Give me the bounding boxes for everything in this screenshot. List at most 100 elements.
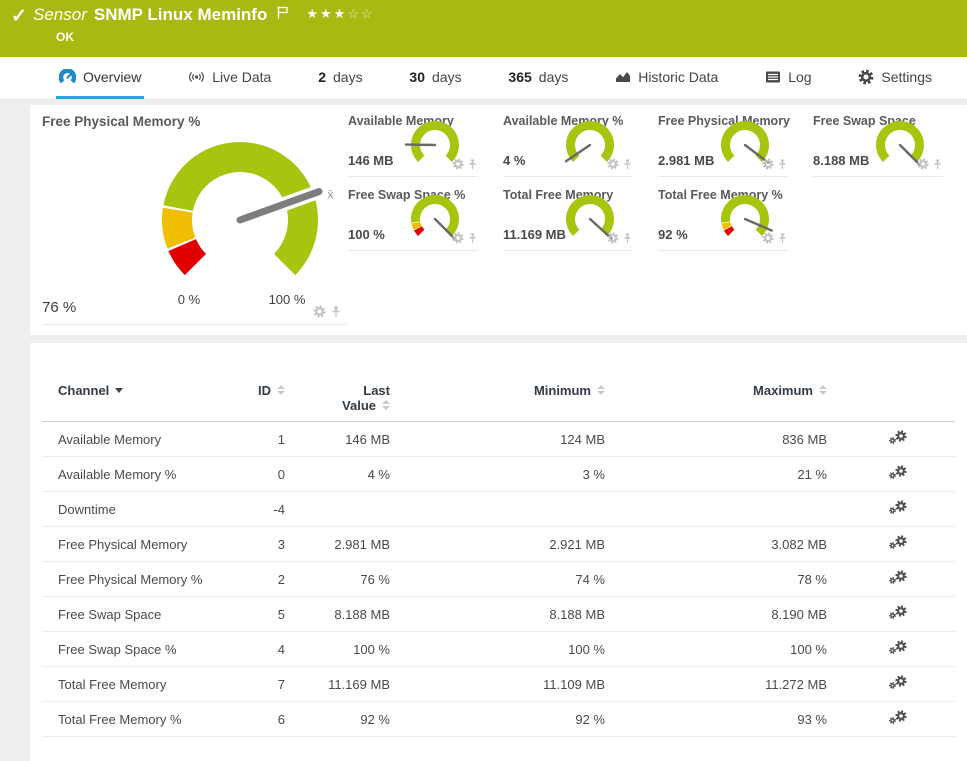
favorite-flag-icon[interactable] (277, 6, 289, 24)
svg-text:x̄: x̄ (327, 187, 333, 201)
pin-icon[interactable] (777, 232, 788, 244)
channel-settings-icon[interactable] (889, 534, 907, 551)
pin-icon[interactable] (467, 158, 478, 170)
column-header-channel[interactable]: Channel (42, 383, 227, 398)
table-row: Downtime -4 (42, 492, 955, 527)
gear-icon[interactable] (607, 232, 619, 244)
channel-settings-icon[interactable] (889, 639, 907, 656)
gauge-tile-value: 11.169 MB (503, 227, 566, 242)
primary-gauge-title: Free Physical Memory % (42, 114, 201, 129)
channel-minimum: 2.921 MB (549, 536, 605, 552)
priority-stars[interactable]: ★★★☆☆ (306, 6, 374, 22)
tab-live-data[interactable]: Live Data (185, 57, 274, 99)
tab-365-days[interactable]: 365 days (505, 57, 571, 99)
pin-icon[interactable] (330, 306, 342, 318)
channel-maximum: 11.272 MB (765, 676, 827, 692)
gauges-panel: Free Physical Memory % x̄ 0 % 100 % 76 %… (30, 105, 967, 335)
column-header-last-value[interactable]: Last Value (285, 383, 390, 413)
dropdown-caret-icon (115, 388, 124, 393)
channel-name[interactable]: Available Memory % (58, 466, 177, 482)
sort-icon[interactable] (597, 385, 605, 395)
channel-minimum: 92 % (575, 711, 605, 727)
channel-maximum: 21 % (797, 466, 827, 482)
channel-last-value: 92 % (360, 711, 390, 727)
pin-icon[interactable] (932, 158, 943, 170)
tab-settings[interactable]: Settings (855, 57, 935, 99)
sort-icon[interactable] (819, 385, 827, 395)
gauge-chart (876, 121, 924, 167)
gauge-scale-min: 0 % (177, 292, 201, 307)
channel-maximum: 78 % (797, 571, 827, 587)
gauge-tile: Available Memory 146 MB (348, 108, 478, 177)
gear-icon[interactable] (762, 158, 774, 170)
gauge-tile: Total Free Memory 11.169 MB (503, 182, 633, 251)
stars-filled: ★★★ (306, 6, 348, 21)
channel-name[interactable]: Total Free Memory % (58, 711, 182, 727)
channel-last-value: 2.981 MB (334, 536, 390, 552)
channel-id: 5 (277, 606, 285, 622)
column-label: Value (342, 398, 376, 413)
tab-30-days[interactable]: 30 days (406, 57, 464, 99)
channel-settings-icon[interactable] (889, 464, 907, 481)
channel-last-value: 11.169 MB (328, 676, 390, 692)
primary-gauge-value: 76 % (42, 299, 77, 316)
column-header-id[interactable]: ID (227, 383, 285, 398)
pin-icon[interactable] (622, 232, 633, 244)
channel-table: Channel ID Last Value Minimum Maximum Av… (30, 343, 967, 761)
primary-gauge-tile: Free Physical Memory % x̄ 0 % 100 % 76 % (42, 105, 346, 325)
channel-minimum: 8.188 MB (549, 606, 605, 622)
gauge-tile-value: 100 % (348, 227, 385, 242)
tab-overview[interactable]: Overview (56, 57, 145, 99)
sort-icon[interactable] (382, 400, 390, 413)
channel-settings-icon[interactable] (889, 569, 907, 586)
channel-id: 1 (277, 431, 285, 447)
channel-settings-icon[interactable] (889, 674, 907, 691)
historic-data-icon (616, 71, 631, 82)
channel-settings-icon[interactable] (889, 429, 907, 446)
gear-icon[interactable] (452, 158, 464, 170)
channel-maximum: 93 % (797, 711, 827, 727)
gear-icon[interactable] (607, 158, 619, 170)
live-data-icon (189, 71, 205, 82)
channel-maximum: 836 MB (782, 431, 827, 447)
gear-icon[interactable] (917, 158, 929, 170)
column-label: ID (258, 383, 271, 398)
channel-minimum: 124 MB (560, 431, 605, 447)
channel-id: 2 (277, 571, 285, 587)
channel-minimum: 100 % (568, 641, 605, 657)
sensor-title: SNMP Linux Meminfo (93, 5, 268, 24)
channel-maximum: 3.082 MB (771, 536, 827, 552)
channel-name[interactable]: Downtime (58, 501, 116, 517)
gear-icon[interactable] (762, 232, 774, 244)
tab-label: Settings (881, 68, 932, 85)
pin-icon[interactable] (622, 158, 633, 170)
pin-icon[interactable] (467, 232, 478, 244)
tab-log[interactable]: Log (762, 57, 814, 99)
tab-label: days (432, 68, 462, 85)
channel-name[interactable]: Free Swap Space % (58, 641, 177, 657)
channel-name[interactable]: Available Memory (58, 431, 162, 447)
tab-2-days[interactable]: 2 days (315, 57, 365, 99)
tab-historic-data[interactable]: Historic Data (612, 57, 721, 99)
gear-icon[interactable] (452, 232, 464, 244)
channel-settings-icon[interactable] (889, 709, 907, 726)
table-row: Total Free Memory % 6 92 % 92 % 93 % (42, 702, 955, 737)
channel-last-value: 76 % (360, 571, 390, 587)
gear-icon[interactable] (313, 305, 326, 318)
column-header-minimum[interactable]: Minimum (390, 383, 605, 398)
sort-icon[interactable] (277, 385, 285, 395)
channel-name[interactable]: Total Free Memory (58, 676, 167, 692)
gauge-chart (564, 121, 614, 163)
channel-name[interactable]: Free Physical Memory (58, 536, 188, 552)
channel-minimum: 74 % (575, 571, 605, 587)
pin-icon[interactable] (777, 158, 788, 170)
column-header-maximum[interactable]: Maximum (605, 383, 827, 398)
channel-name[interactable]: Free Swap Space (58, 606, 162, 622)
channel-settings-icon[interactable] (889, 499, 907, 516)
table-row: Free Swap Space 5 8.188 MB 8.188 MB 8.190 MB (42, 597, 955, 632)
channel-name[interactable]: Free Physical Memory % (58, 571, 203, 587)
channel-last-value: 8.188 MB (334, 606, 390, 622)
tab-bar: Overview Live Data 2 days 30 days 365 da… (0, 57, 967, 100)
channel-settings-icon[interactable] (889, 604, 907, 621)
column-label: Last (363, 383, 390, 398)
